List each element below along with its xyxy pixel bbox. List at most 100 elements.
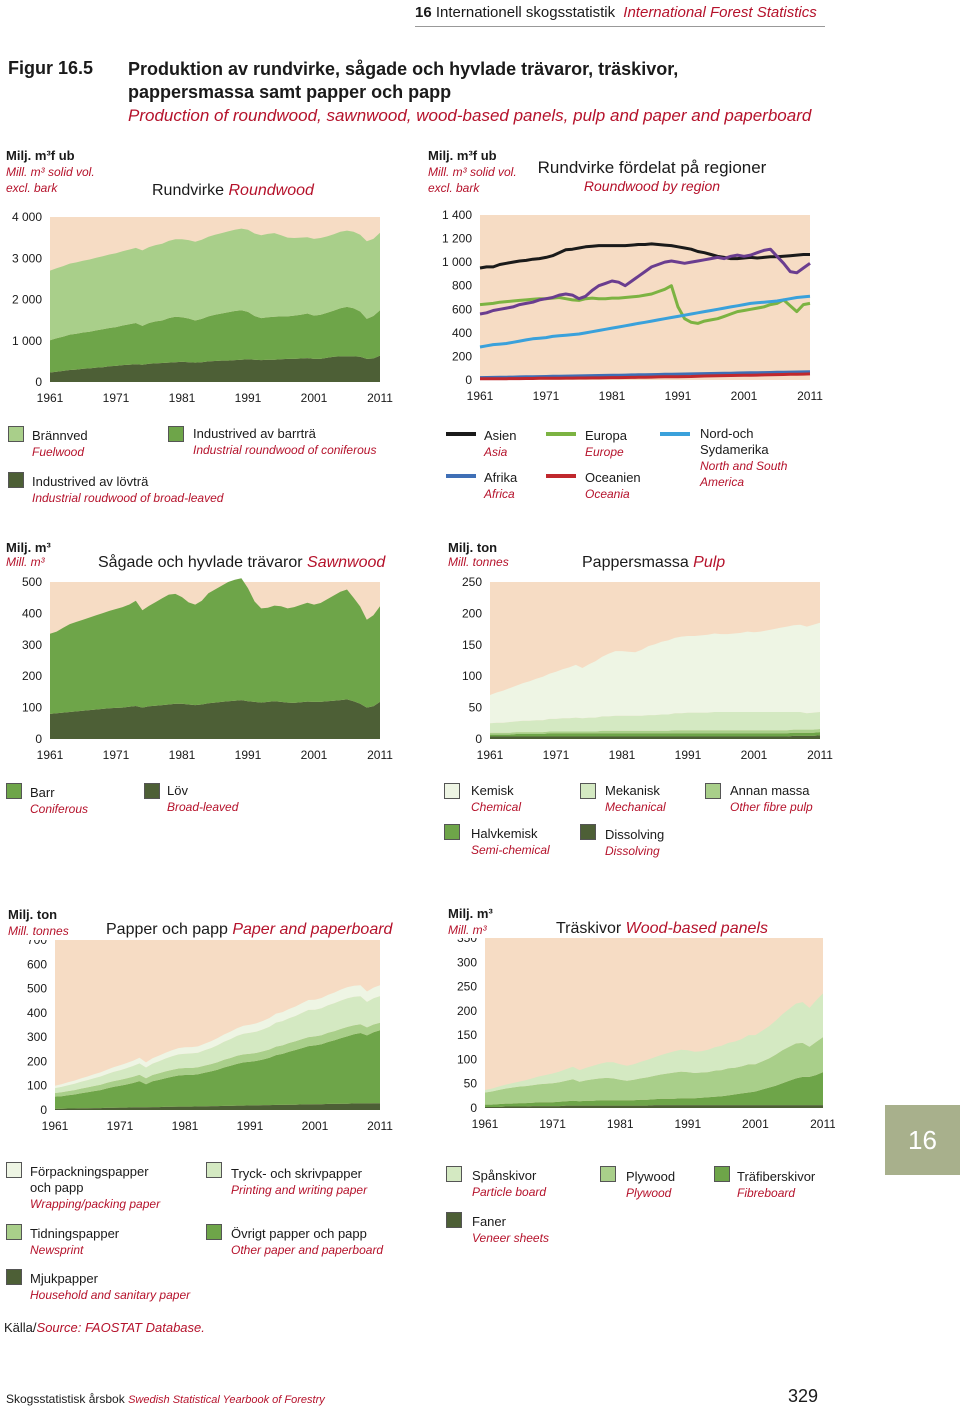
roundwood-title-en: Roundwood <box>228 182 314 199</box>
regions-title-sv: Rundvirke fördelat på regioner <box>537 158 767 177</box>
pulp-ytick: 250 <box>462 575 482 589</box>
legend-chemical-sv: Kemisk <box>471 783 514 798</box>
paper-series-övrigt-papper-och-papp <box>55 1030 380 1109</box>
roundwood-unit-sv: Milj. m³f ub <box>6 148 75 163</box>
legend-fuelwood-en: Fuelwood <box>32 445 85 459</box>
regions-series-oceanien <box>480 372 811 381</box>
sawnwood-ytick: 300 <box>22 638 42 652</box>
legend-plywood-sv: Plywood <box>626 1169 676 1184</box>
sawnwood-ytick: 500 <box>22 575 42 589</box>
regions-ytick: 1 000 <box>442 255 472 269</box>
regions-xtick: 1961 <box>467 389 494 403</box>
legend-dissolving-en: Dissolving <box>605 844 660 858</box>
roundwood-xtick: 2001 <box>301 391 328 405</box>
legend-swatch-other-pulp <box>705 783 721 799</box>
sawnwood-title-en: Sawnwood <box>307 554 386 571</box>
regions-unit: Milj. m³f ub Mill. m³ solid vol. excl. b… <box>428 148 517 196</box>
panels-ytick: 300 <box>457 955 477 969</box>
sawnwood-xtick: 1981 <box>169 748 196 762</box>
legend-dissolving-sv: Dissolving <box>605 827 665 842</box>
legend-fibreboard-en: Fibreboard <box>737 1186 796 1200</box>
legend-line-asia <box>446 432 476 436</box>
pulp-xtick: 1991 <box>675 748 702 762</box>
legend-africa-en: Africa <box>484 487 515 501</box>
legend-mechanical-sv: Mekanisk <box>605 783 660 798</box>
legend-wrapping-sv: Förpackningspapper <box>30 1164 149 1179</box>
panels-ytick: 50 <box>464 1077 478 1091</box>
roundwood-chart: 4 000 3 000 2 000 1 000 0 1961 1971 1981 1991 200… <box>12 210 393 405</box>
legend-swatch-newsprint <box>6 1224 22 1240</box>
legend-swatch-coniferous <box>6 783 22 799</box>
legend-other-pulp-sv: Annan massa <box>730 783 810 798</box>
paper-xtick: 1971 <box>107 1119 134 1133</box>
legend-asia-sv: Asien <box>484 428 517 443</box>
regions-xtick: 1971 <box>533 389 560 403</box>
header-title-en: International Forest Statistics <box>623 4 817 21</box>
regions-ytick: 400 <box>452 326 472 340</box>
figure-label: Figur 16.5 <box>8 58 94 78</box>
regions-unit-en-2: excl. bark <box>428 181 480 195</box>
legend-mechanical-en: Mechanical <box>605 800 666 814</box>
figure-title: Produktion av rundvirke, sågade och hyvl… <box>128 58 811 127</box>
sawnwood-title: Sågade och hyvlade trävaror Sawnwood <box>98 554 385 572</box>
panels-unit-en: Mill. m³ <box>448 923 487 937</box>
sawnwood-xtick: 1961 <box>37 748 64 762</box>
pulp-ytick: 150 <box>462 638 482 652</box>
panels-title-en: Wood-based panels <box>625 920 768 937</box>
panels-series-träfiberskivor <box>485 1072 823 1108</box>
pulp-title-en: Pulp <box>693 554 726 571</box>
regions-legend: Asien Asia Europa Europe Nord-och Sydamerik… <box>446 426 946 506</box>
pulp-unit: Milj. ton Mill. tonnes <box>448 540 509 570</box>
legend-oceania-sv: Oceanien <box>585 470 641 485</box>
pulp-ytick: 50 <box>469 701 483 715</box>
legend-other-paper-en: Other paper and paperboard <box>231 1243 384 1257</box>
paper-unit-en: Mill. tonnes <box>8 924 69 938</box>
roundwood-series-industrived-av-lövträ <box>50 355 380 382</box>
panels-ytick: 100 <box>457 1052 477 1066</box>
sawnwood-xtick: 1971 <box>103 748 130 762</box>
panels-ytick: 0 <box>470 1101 477 1115</box>
paper-series-mjukpapper <box>55 1103 380 1110</box>
panels-ytick: 150 <box>457 1028 477 1042</box>
regions-title: Rundvirke fördelat på regioner Roundwood… <box>534 158 770 194</box>
legend-veneer-sv: Faner <box>472 1214 506 1229</box>
regions-plot-area <box>480 215 810 380</box>
footer-book-sv: Skogsstatistisk årsbok <box>6 1392 125 1406</box>
running-header: 16 Internationell skogsstatistik Interna… <box>415 4 825 27</box>
paper-title: Papper och papp Paper and paperboard <box>106 921 392 939</box>
paper-series-förpackningspapper-och-papp <box>55 985 380 1089</box>
legend-chemical-en: Chemical <box>471 800 522 814</box>
panels-title: Träskivor Wood-based panels <box>556 920 768 938</box>
legend-swatch-printing <box>206 1162 222 1178</box>
legend-fuelwood-sv: Brännved <box>32 428 88 443</box>
legend-particle-en: Particle board <box>472 1185 547 1199</box>
side-tab-label: 16 <box>908 1125 937 1155</box>
regions-ytick: 800 <box>452 279 472 293</box>
roundwood-xtick: 1981 <box>169 391 196 405</box>
paper-ytick: 400 <box>27 1006 47 1020</box>
pulp-legend: Kemisk Chemical Mekanisk Mechanical Annan … <box>444 783 944 863</box>
regions-ytick: 0 <box>465 373 472 387</box>
pulp-xtick: 1981 <box>609 748 636 762</box>
legend-coniferous-roundwood-sv: Industrived av barrträ <box>193 426 316 441</box>
sawnwood-ytick: 200 <box>22 669 42 683</box>
legend-printing-sv: Tryck- och skrivpapper <box>231 1166 362 1181</box>
paper-ytick: 200 <box>27 1054 47 1068</box>
pulp-title: Pappersmassa Pulp <box>582 554 725 572</box>
regions-series-afrika <box>479 370 811 380</box>
legend-swatch-semichemical <box>444 824 460 840</box>
legend-line-americas <box>660 432 690 436</box>
pulp-xtick: 2011 <box>807 748 833 762</box>
regions-ytick: 200 <box>452 349 472 363</box>
panels-xtick: 1971 <box>539 1117 566 1131</box>
sawnwood-ytick: 0 <box>35 732 42 746</box>
roundwood-title: Rundvirke Roundwood <box>152 182 314 200</box>
legend-swatch-chemical <box>444 783 460 799</box>
pulp-series-kemisk <box>490 622 820 724</box>
legend-other-paper-sv: Övrigt papper och papp <box>231 1226 367 1241</box>
pulp-series-annan-massa <box>490 729 820 735</box>
panels-ytick: 200 <box>457 1004 477 1018</box>
panels-xtick: 1991 <box>674 1117 701 1131</box>
regions-xtick: 1991 <box>665 389 692 403</box>
legend-swatch-fuelwood <box>8 426 24 442</box>
